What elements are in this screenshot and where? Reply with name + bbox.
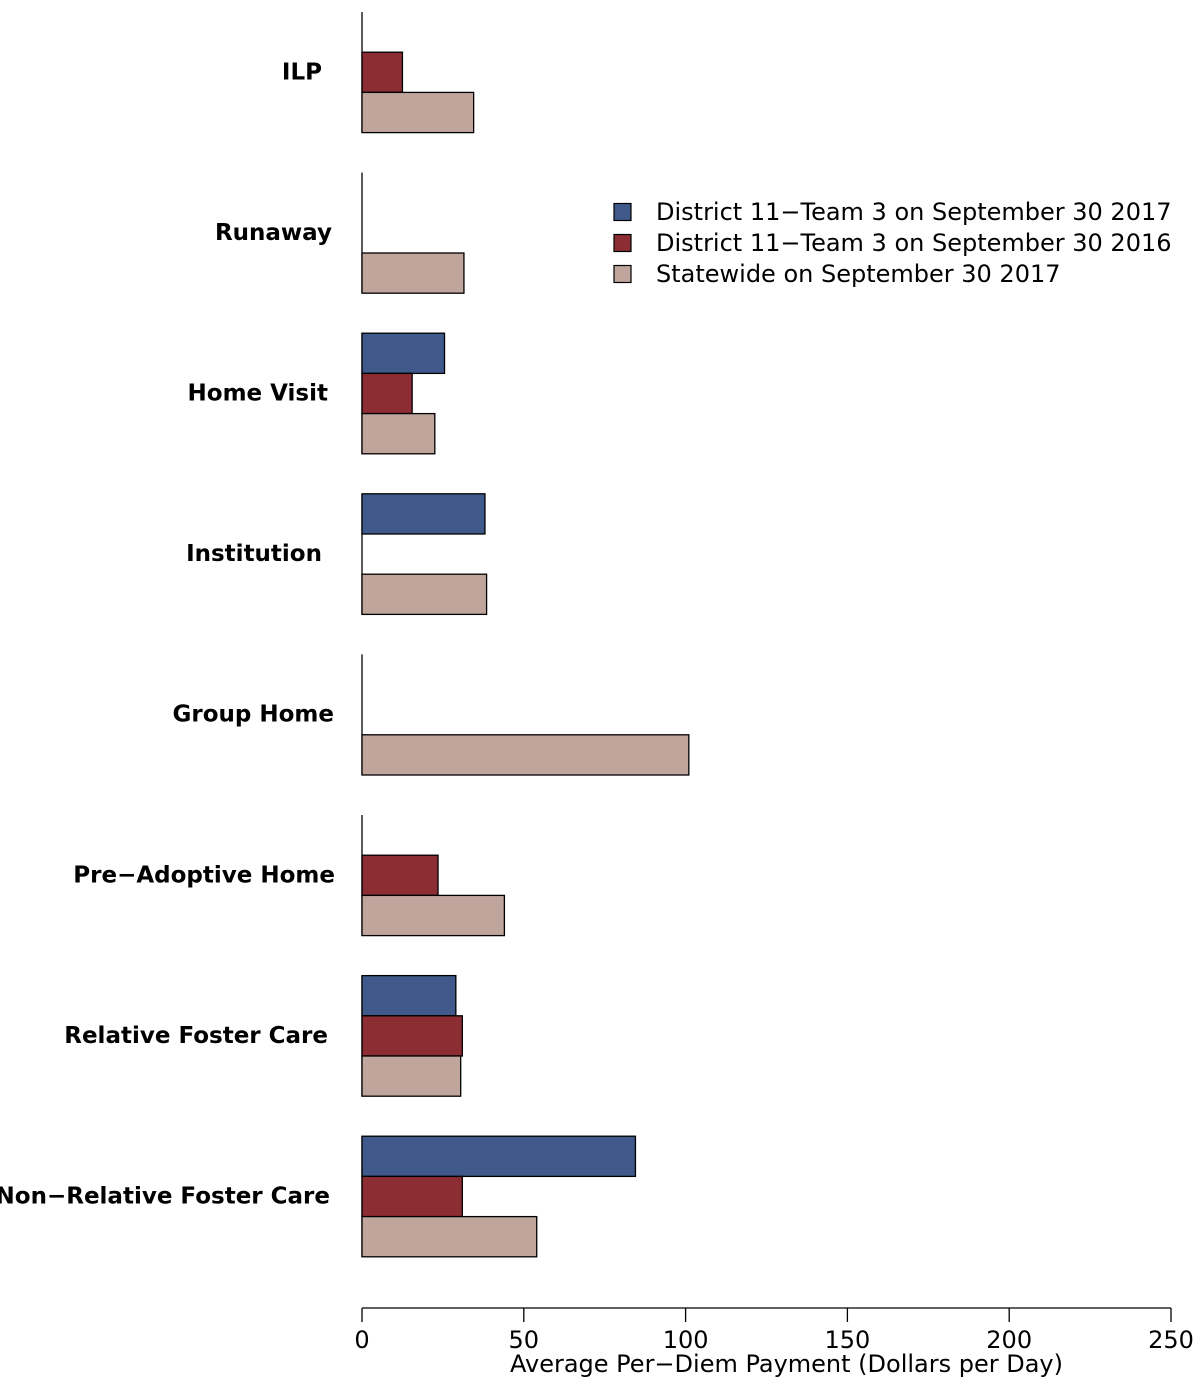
legend-swatch bbox=[614, 204, 631, 221]
category-label: Relative Foster Care bbox=[64, 1023, 328, 1049]
bar bbox=[362, 1176, 462, 1216]
category-label: Home Visit bbox=[188, 381, 328, 407]
bar bbox=[362, 1217, 537, 1257]
legend-item: District 11−Team 3 on September 30 2017 bbox=[614, 198, 1172, 226]
bar bbox=[362, 1056, 461, 1096]
category-group: ILP bbox=[282, 12, 474, 133]
category-group: Relative Foster Care bbox=[64, 976, 462, 1097]
legend: District 11−Team 3 on September 30 2017 D… bbox=[614, 198, 1172, 288]
legend-swatch bbox=[614, 266, 631, 283]
bar bbox=[362, 52, 402, 92]
category-label: Institution bbox=[186, 541, 322, 567]
category-group: Non−Relative Foster Care bbox=[0, 1136, 635, 1257]
legend-item: Statewide on September 30 2017 bbox=[614, 260, 1061, 288]
bar bbox=[362, 895, 504, 935]
x-axis: 0 50 100 150 200 250 bbox=[354, 1308, 1194, 1354]
bar bbox=[362, 735, 689, 775]
legend-label: District 11−Team 3 on September 30 2016 bbox=[656, 229, 1172, 257]
bar bbox=[362, 373, 412, 413]
category-label: Group Home bbox=[173, 702, 334, 728]
category-group: Home Visit bbox=[188, 333, 445, 454]
category-group: Group Home bbox=[173, 654, 689, 775]
bar bbox=[362, 333, 445, 373]
x-tick-label: 0 bbox=[354, 1326, 369, 1354]
category-group: Institution bbox=[186, 494, 487, 615]
legend-swatch bbox=[614, 235, 631, 252]
plot-area: ILP Runaway Home Visit Institution Group Hom… bbox=[0, 12, 689, 1257]
legend-item: District 11−Team 3 on September 30 2016 bbox=[614, 229, 1172, 257]
bar bbox=[362, 494, 485, 534]
legend-label: Statewide on September 30 2017 bbox=[656, 260, 1061, 288]
bar bbox=[362, 1136, 635, 1176]
legend-label: District 11−Team 3 on September 30 2017 bbox=[656, 198, 1172, 226]
bar bbox=[362, 1016, 462, 1056]
category-group: Runaway bbox=[215, 173, 464, 294]
category-label: Runaway bbox=[215, 220, 332, 246]
bar bbox=[362, 253, 464, 293]
category-label: Pre−Adoptive Home bbox=[73, 862, 335, 888]
bar bbox=[362, 855, 438, 895]
category-label: ILP bbox=[282, 59, 322, 85]
bar bbox=[362, 414, 435, 454]
bar bbox=[362, 574, 487, 614]
x-tick-label: 250 bbox=[1148, 1326, 1194, 1354]
x-axis-title: Average Per−Diem Payment (Dollars per Da… bbox=[510, 1350, 1063, 1378]
category-label: Non−Relative Foster Care bbox=[0, 1184, 330, 1210]
bar bbox=[362, 92, 474, 132]
bar bbox=[362, 976, 456, 1016]
category-group: Pre−Adoptive Home bbox=[73, 815, 504, 936]
